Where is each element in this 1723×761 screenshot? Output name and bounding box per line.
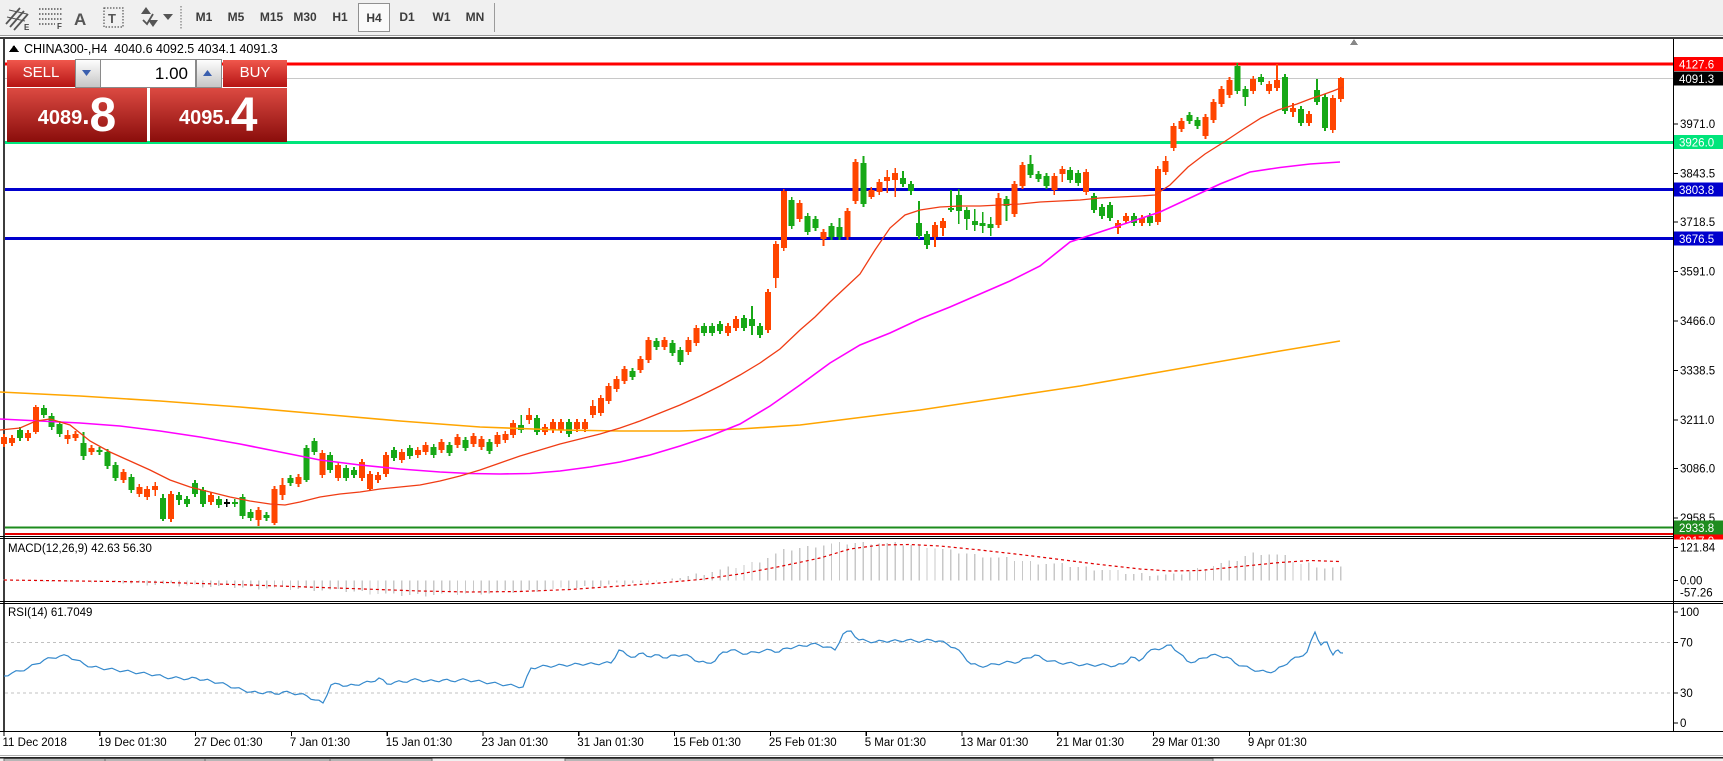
svg-text:23 Jan 01:30: 23 Jan 01:30	[482, 737, 549, 749]
svg-text:7 Jan 01:30: 7 Jan 01:30	[290, 737, 350, 749]
svg-text:3086.0: 3086.0	[1680, 464, 1715, 476]
svg-text:3843.5: 3843.5	[1680, 169, 1715, 181]
svg-text:0: 0	[1680, 718, 1686, 730]
svg-text:4127.6: 4127.6	[1679, 60, 1714, 72]
svg-text:RSI(14) 61.7049: RSI(14) 61.7049	[8, 607, 92, 619]
svg-text:MACD(12,26,9) 42.63 56.30: MACD(12,26,9) 42.63 56.30	[8, 543, 152, 555]
svg-text:9 Apr 01:30: 9 Apr 01:30	[1248, 737, 1307, 749]
svg-text:25 Feb 01:30: 25 Feb 01:30	[769, 737, 837, 749]
svg-text:15 Jan 01:30: 15 Jan 01:30	[386, 737, 453, 749]
svg-text:121.84: 121.84	[1680, 543, 1716, 555]
svg-text:2933.8: 2933.8	[1679, 523, 1714, 535]
svg-text:13 Mar 01:30: 13 Mar 01:30	[961, 737, 1029, 749]
svg-text:2917.0: 2917.0	[1679, 536, 1714, 548]
svg-text:CHINA300-,H4 4040.6 4092.5 40: CHINA300-,H4 4040.6 4092.5 4034.1 4091.3	[24, 42, 278, 56]
svg-text:11 Dec 2018: 11 Dec 2018	[3, 737, 67, 749]
svg-text:3926.0: 3926.0	[1679, 138, 1714, 150]
svg-text:4091.3: 4091.3	[1679, 74, 1714, 86]
svg-text:30: 30	[1680, 688, 1693, 700]
svg-text:5 Mar 01:30: 5 Mar 01:30	[865, 737, 926, 749]
svg-text:100: 100	[1680, 607, 1699, 619]
svg-text:31 Jan 01:30: 31 Jan 01:30	[577, 737, 644, 749]
svg-text:3803.8: 3803.8	[1679, 185, 1714, 197]
svg-text:3466.0: 3466.0	[1680, 316, 1715, 328]
svg-text:3971.0: 3971.0	[1680, 119, 1715, 131]
svg-text:15 Feb 01:30: 15 Feb 01:30	[673, 737, 741, 749]
svg-text:3591.0: 3591.0	[1680, 267, 1715, 279]
svg-text:E: E	[24, 23, 30, 32]
svg-text:-57.26: -57.26	[1680, 588, 1713, 600]
svg-text:0.00: 0.00	[1680, 576, 1702, 588]
svg-text:T: T	[108, 11, 116, 26]
svg-text:70: 70	[1680, 638, 1693, 650]
svg-text:29 Mar 01:30: 29 Mar 01:30	[1152, 737, 1220, 749]
svg-text:19 Dec 01:30: 19 Dec 01:30	[98, 737, 166, 749]
svg-text:21 Mar 01:30: 21 Mar 01:30	[1056, 737, 1124, 749]
svg-text:3718.5: 3718.5	[1680, 217, 1715, 229]
svg-text:3211.0: 3211.0	[1680, 415, 1714, 427]
svg-text:3338.5: 3338.5	[1680, 366, 1715, 378]
svg-text:A: A	[74, 10, 86, 29]
svg-text:3676.5: 3676.5	[1679, 234, 1714, 246]
svg-text:F: F	[57, 22, 62, 31]
svg-text:27 Dec 01:30: 27 Dec 01:30	[194, 737, 262, 749]
